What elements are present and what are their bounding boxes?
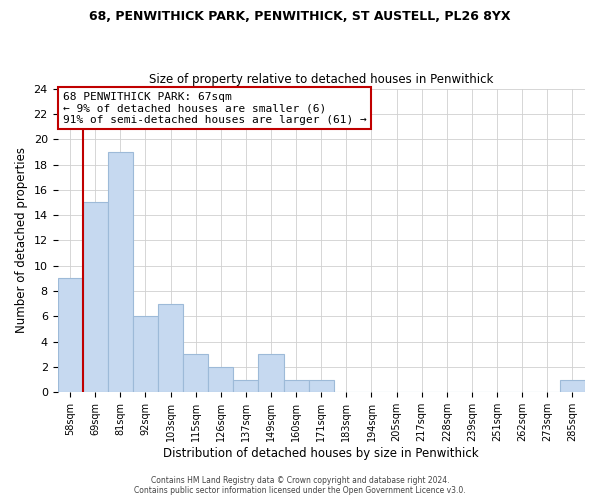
Bar [183, 354, 208, 393]
Text: 68, PENWITHICK PARK, PENWITHICK, ST AUSTELL, PL26 8YX: 68, PENWITHICK PARK, PENWITHICK, ST AUST… [89, 10, 511, 23]
Bar [284, 380, 309, 392]
Bar [233, 380, 259, 392]
Bar [158, 304, 183, 392]
X-axis label: Distribution of detached houses by size in Penwithick: Distribution of detached houses by size … [163, 447, 479, 460]
Text: 68 PENWITHICK PARK: 67sqm
← 9% of detached houses are smaller (6)
91% of semi-de: 68 PENWITHICK PARK: 67sqm ← 9% of detach… [63, 92, 367, 125]
Title: Size of property relative to detached houses in Penwithick: Size of property relative to detached ho… [149, 73, 493, 86]
Bar [108, 152, 133, 392]
Bar [560, 380, 585, 392]
Bar [133, 316, 158, 392]
Bar [58, 278, 83, 392]
Text: Contains HM Land Registry data © Crown copyright and database right 2024.
Contai: Contains HM Land Registry data © Crown c… [134, 476, 466, 495]
Bar [208, 367, 233, 392]
Bar [259, 354, 284, 393]
Bar [83, 202, 108, 392]
Bar [309, 380, 334, 392]
Y-axis label: Number of detached properties: Number of detached properties [15, 148, 28, 334]
